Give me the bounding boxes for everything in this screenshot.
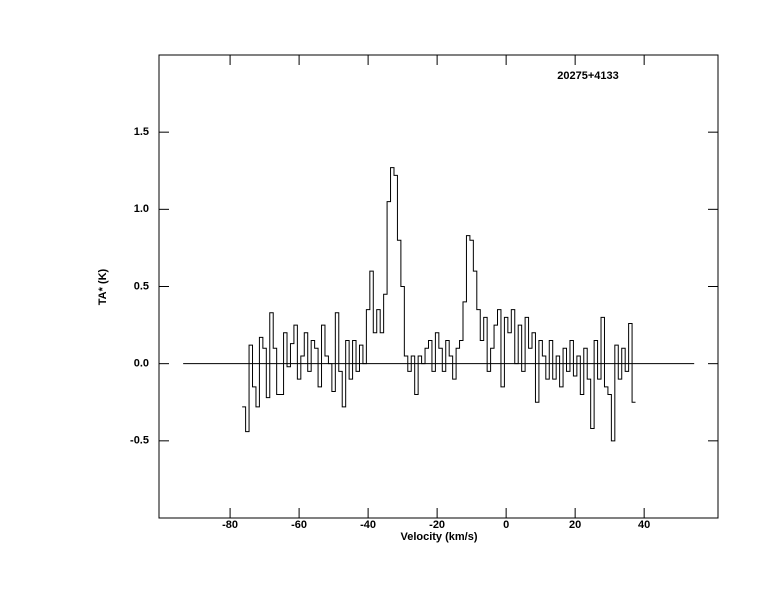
x-tick-label: -40 bbox=[360, 519, 376, 531]
x-tick-label: 40 bbox=[638, 519, 650, 531]
y-axis-label: TA* (K) bbox=[97, 268, 109, 305]
spectrum-line bbox=[242, 167, 636, 442]
y-tick-label: 0.0 bbox=[134, 358, 149, 370]
x-tick-label: 20 bbox=[569, 519, 581, 531]
y-tick-label: -0.5 bbox=[130, 435, 149, 447]
y-tick-label: 1.5 bbox=[134, 126, 149, 138]
x-tick-label: -60 bbox=[291, 519, 307, 531]
plot-frame bbox=[158, 54, 719, 519]
annotation: 20275+4133 bbox=[557, 70, 618, 82]
y-tick-label: 1.0 bbox=[134, 203, 149, 215]
x-tick-label: -80 bbox=[222, 519, 238, 531]
x-axis-label: Velocity (km/s) bbox=[400, 531, 477, 543]
y-tick-label: 0.5 bbox=[134, 280, 149, 292]
x-tick-label: -20 bbox=[429, 519, 445, 531]
x-tick-label: 0 bbox=[503, 519, 509, 531]
